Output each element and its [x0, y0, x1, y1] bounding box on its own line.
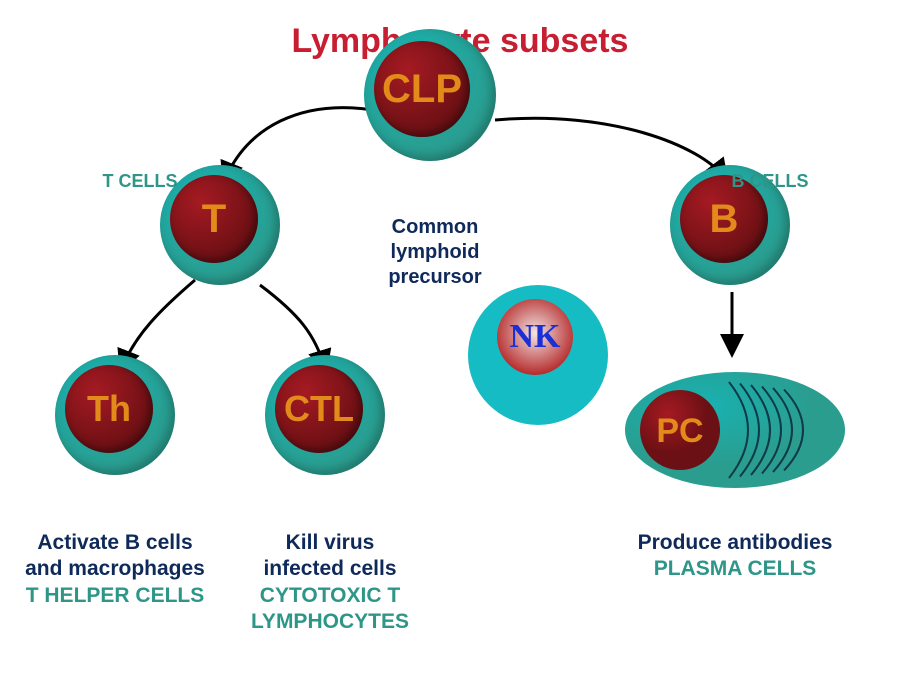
caption-line: infected cells [220, 556, 440, 582]
th-cell-label: Th [49, 349, 169, 469]
clp-description: Commonlymphoidprecursor [345, 215, 525, 290]
clp-description-line: precursor [345, 265, 525, 290]
clp-cell: CLP [364, 29, 496, 161]
caption-line: and macrophages [5, 556, 225, 582]
pc-cell: PC [615, 362, 855, 498]
caption-subline: LYMPHOCYTES [220, 609, 440, 635]
t-cells-label: T CELLS [60, 170, 220, 193]
caption-line: Produce antibodies [605, 530, 865, 556]
ctl-cell: CTL [265, 355, 385, 475]
caption-subline: PLASMA CELLS [605, 556, 865, 582]
caption-subline: T HELPER CELLS [5, 583, 225, 609]
clp-description-line: lymphoid [345, 240, 525, 265]
caption-line: Kill virus [220, 530, 440, 556]
clp-cell-label: CLP [356, 23, 488, 155]
clp-description-line: Common [345, 215, 525, 240]
nk-cell: NK [468, 285, 608, 425]
th-cell: Th [55, 355, 175, 475]
b-cells-label-text: B CELLS [731, 171, 808, 191]
caption-subline: CYTOTOXIC T [220, 583, 440, 609]
b-cells-label: B CELLS [690, 170, 850, 193]
th-caption: Activate B cellsand macrophagesT HELPER … [5, 530, 225, 609]
ctl-caption: Kill virusinfected cellsCYTOTOXIC TLYMPH… [220, 530, 440, 635]
ctl-cell-label: CTL [259, 349, 379, 469]
pc-cell-label: PC [656, 412, 703, 450]
t-cells-label-text: T CELLS [103, 171, 178, 191]
caption-line: Activate B cells [5, 530, 225, 556]
pc-caption: Produce antibodiesPLASMA CELLS [605, 530, 865, 583]
